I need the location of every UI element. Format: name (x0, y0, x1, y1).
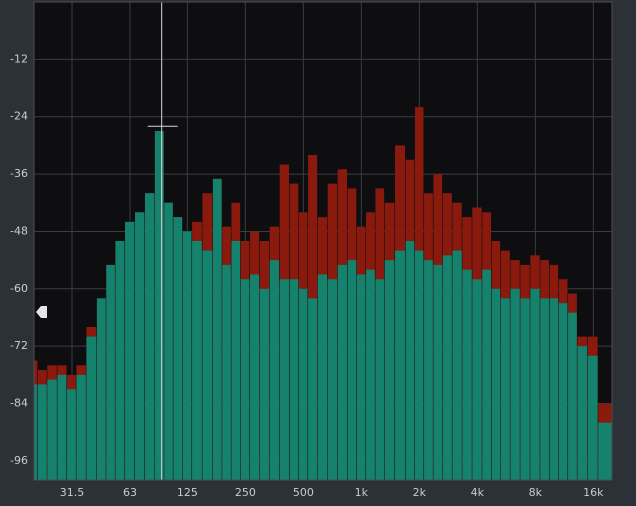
spectrum-bar (86, 336, 97, 480)
overlay (147, 2, 178, 480)
spectrum-bar (289, 279, 299, 480)
spectrum-bar (125, 221, 135, 480)
spectrum-bar (182, 231, 192, 480)
y-tick-label: -36 (10, 167, 28, 180)
spectrum-bar (34, 384, 38, 480)
spectrum-bar (452, 250, 462, 480)
spectrum-bar (442, 255, 452, 480)
spectrum-bar (164, 202, 173, 480)
spectrum-bar (375, 279, 385, 480)
spectrum-bar (37, 384, 47, 480)
spectrum-bar (540, 298, 549, 480)
spectrum-bar (57, 374, 67, 480)
spectrum-bar (279, 279, 289, 480)
spectrum-bar (96, 298, 106, 480)
x-tick-label: 16k (583, 486, 604, 499)
spectrum-bar (472, 279, 482, 480)
x-tick-label: 8k (529, 486, 543, 499)
spectrum-bar (549, 298, 559, 480)
spectrum-bar (424, 260, 433, 480)
spectrum-bar (530, 288, 540, 480)
spectrum-bar (47, 379, 57, 480)
spectrum-bar (395, 250, 405, 480)
spectrum-bar (482, 269, 491, 480)
spectrum-bar (327, 279, 338, 480)
y-tick-label: -84 (10, 397, 28, 410)
spectrum-bar (308, 298, 318, 480)
spectrum-bar (154, 131, 164, 480)
spectrum-bar (145, 193, 155, 480)
bars (34, 107, 612, 481)
spectrum-bar (317, 274, 328, 480)
spectrum-bar (568, 312, 577, 480)
spectrum-bar (106, 264, 115, 480)
spectrum-bar (384, 260, 395, 480)
spectrum-bar (269, 260, 280, 480)
spectrum-bar (298, 288, 308, 480)
spectrum-bar (231, 241, 241, 480)
spectrum-bar (462, 269, 472, 480)
spectrum-bar (366, 269, 375, 480)
spectrum-bar (520, 298, 530, 480)
x-tick-label: 2k (413, 486, 427, 499)
x-tick-label: 1k (355, 486, 369, 499)
x-tick-label: 31.5 (60, 486, 85, 499)
plot-border (33, 1, 613, 481)
spectrum-bar (76, 374, 86, 480)
spectrum-bar (491, 288, 501, 480)
y-tick-label: -96 (10, 454, 28, 467)
spectrum-bar (347, 260, 357, 480)
spectrum-bar (135, 212, 145, 480)
spectrum-bar (356, 274, 366, 480)
threshold-handle[interactable] (36, 306, 47, 318)
spectrum-bar (173, 217, 183, 480)
y-tick-label: -24 (10, 110, 28, 123)
x-tick-label: 125 (177, 486, 198, 499)
spectrum-bar (115, 241, 125, 480)
x-tick-label: 250 (235, 486, 256, 499)
y-tick-label: -60 (10, 282, 28, 295)
spectrum-bar (598, 422, 612, 480)
spectrum-bar (67, 389, 76, 480)
x-tick-label: 500 (293, 486, 314, 499)
spectrum-bar (222, 264, 231, 480)
spectrum-bar (259, 288, 270, 480)
spectrum-bar (577, 346, 588, 480)
spectrum-bar (405, 241, 415, 480)
spectrum-bar (250, 274, 260, 480)
spectrum-bar (414, 250, 424, 480)
spectrum-bar (212, 178, 222, 481)
spectrum-bar (202, 250, 213, 480)
y-tick-label: -12 (10, 52, 28, 65)
x-tick-label: 63 (123, 486, 137, 499)
y-tick-label: -48 (10, 224, 28, 237)
spectrum-bar (558, 303, 568, 480)
spectrum-bar (433, 264, 443, 480)
spectrum-bar (240, 279, 250, 480)
y-tick-label: -72 (10, 339, 28, 352)
spectrum-bar (192, 241, 202, 480)
spectrum-bar (510, 288, 520, 480)
spectrum-bar (337, 264, 347, 480)
spectrum-bar (500, 298, 510, 480)
spectrum-bar (587, 355, 598, 480)
x-tick-label: 4k (471, 486, 485, 499)
